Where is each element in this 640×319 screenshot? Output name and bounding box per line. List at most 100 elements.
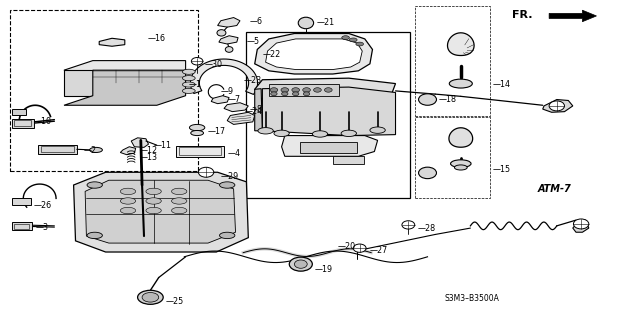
Text: —24: —24 bbox=[244, 107, 262, 115]
Polygon shape bbox=[85, 180, 236, 243]
Ellipse shape bbox=[146, 198, 161, 204]
Bar bbox=[14, 120, 31, 126]
Text: —3: —3 bbox=[35, 223, 48, 232]
Ellipse shape bbox=[419, 167, 436, 179]
Polygon shape bbox=[255, 89, 262, 131]
Ellipse shape bbox=[172, 188, 187, 195]
Ellipse shape bbox=[120, 188, 136, 195]
Bar bbox=[179, 147, 221, 155]
Ellipse shape bbox=[87, 232, 102, 239]
Ellipse shape bbox=[182, 76, 195, 81]
Text: —30: —30 bbox=[205, 60, 223, 69]
Polygon shape bbox=[255, 33, 372, 74]
Text: —22: —22 bbox=[262, 50, 281, 59]
Text: —23: —23 bbox=[243, 76, 261, 85]
Ellipse shape bbox=[182, 82, 195, 87]
Ellipse shape bbox=[172, 207, 187, 214]
Ellipse shape bbox=[191, 57, 203, 65]
Polygon shape bbox=[64, 61, 186, 83]
Ellipse shape bbox=[274, 130, 289, 137]
Ellipse shape bbox=[454, 165, 467, 170]
Ellipse shape bbox=[258, 128, 273, 134]
Ellipse shape bbox=[402, 221, 415, 229]
Text: —1: —1 bbox=[189, 80, 202, 89]
Ellipse shape bbox=[220, 182, 235, 188]
Ellipse shape bbox=[220, 232, 235, 239]
Ellipse shape bbox=[270, 88, 278, 92]
Ellipse shape bbox=[342, 36, 349, 40]
Bar bbox=[12, 222, 32, 230]
Ellipse shape bbox=[573, 219, 589, 229]
Text: —10: —10 bbox=[33, 117, 51, 126]
Bar bbox=[415, 117, 490, 198]
Bar bbox=[12, 109, 26, 115]
Text: —27: —27 bbox=[370, 246, 388, 255]
Polygon shape bbox=[227, 112, 255, 124]
Polygon shape bbox=[64, 70, 93, 96]
Polygon shape bbox=[64, 70, 186, 105]
Ellipse shape bbox=[189, 124, 205, 131]
Ellipse shape bbox=[120, 198, 136, 204]
Text: —19: —19 bbox=[315, 265, 333, 274]
Text: —16: —16 bbox=[147, 34, 165, 43]
Ellipse shape bbox=[324, 88, 332, 92]
Ellipse shape bbox=[182, 69, 195, 74]
Polygon shape bbox=[262, 87, 396, 136]
Text: —9: —9 bbox=[221, 87, 234, 96]
Text: —28: —28 bbox=[417, 224, 435, 233]
Text: ATM-7: ATM-7 bbox=[538, 184, 572, 194]
Text: —11: —11 bbox=[154, 141, 172, 150]
Ellipse shape bbox=[294, 260, 307, 268]
Ellipse shape bbox=[282, 92, 288, 96]
Text: —2: —2 bbox=[83, 146, 97, 155]
Ellipse shape bbox=[353, 244, 366, 252]
Polygon shape bbox=[543, 100, 573, 112]
Ellipse shape bbox=[292, 88, 300, 92]
Ellipse shape bbox=[182, 88, 195, 93]
Polygon shape bbox=[219, 36, 238, 44]
Ellipse shape bbox=[314, 88, 321, 92]
Polygon shape bbox=[266, 39, 362, 70]
Ellipse shape bbox=[281, 88, 289, 92]
Polygon shape bbox=[282, 136, 378, 156]
Bar bbox=[41, 146, 74, 152]
Bar bbox=[176, 146, 224, 157]
Ellipse shape bbox=[349, 38, 357, 42]
Text: —25: —25 bbox=[165, 297, 184, 306]
Bar bbox=[12, 198, 31, 205]
Text: FR.: FR. bbox=[512, 10, 532, 20]
Ellipse shape bbox=[303, 92, 310, 96]
Ellipse shape bbox=[449, 79, 472, 88]
Ellipse shape bbox=[198, 167, 214, 177]
Bar bbox=[10, 10, 198, 171]
Text: —20: —20 bbox=[338, 242, 356, 251]
Ellipse shape bbox=[292, 92, 299, 96]
Bar bbox=[415, 6, 490, 116]
Polygon shape bbox=[131, 138, 148, 147]
Ellipse shape bbox=[142, 293, 159, 302]
Ellipse shape bbox=[298, 17, 314, 29]
Polygon shape bbox=[255, 78, 396, 100]
Ellipse shape bbox=[146, 188, 161, 195]
Polygon shape bbox=[191, 59, 257, 94]
Bar bbox=[14, 224, 29, 229]
Ellipse shape bbox=[217, 30, 226, 36]
Text: —12: —12 bbox=[140, 146, 157, 155]
Polygon shape bbox=[218, 18, 240, 27]
Text: —13: —13 bbox=[140, 153, 157, 162]
Ellipse shape bbox=[146, 207, 161, 214]
Polygon shape bbox=[99, 38, 125, 46]
Text: —29: —29 bbox=[221, 172, 239, 181]
Ellipse shape bbox=[549, 101, 564, 111]
Text: —21: —21 bbox=[316, 19, 334, 27]
Polygon shape bbox=[211, 96, 229, 104]
Ellipse shape bbox=[120, 207, 136, 214]
Ellipse shape bbox=[172, 198, 187, 204]
Ellipse shape bbox=[191, 130, 204, 136]
Ellipse shape bbox=[451, 160, 471, 167]
Polygon shape bbox=[549, 10, 596, 22]
Polygon shape bbox=[447, 33, 474, 56]
Bar bbox=[300, 142, 357, 153]
Ellipse shape bbox=[419, 94, 436, 105]
Ellipse shape bbox=[370, 127, 385, 133]
